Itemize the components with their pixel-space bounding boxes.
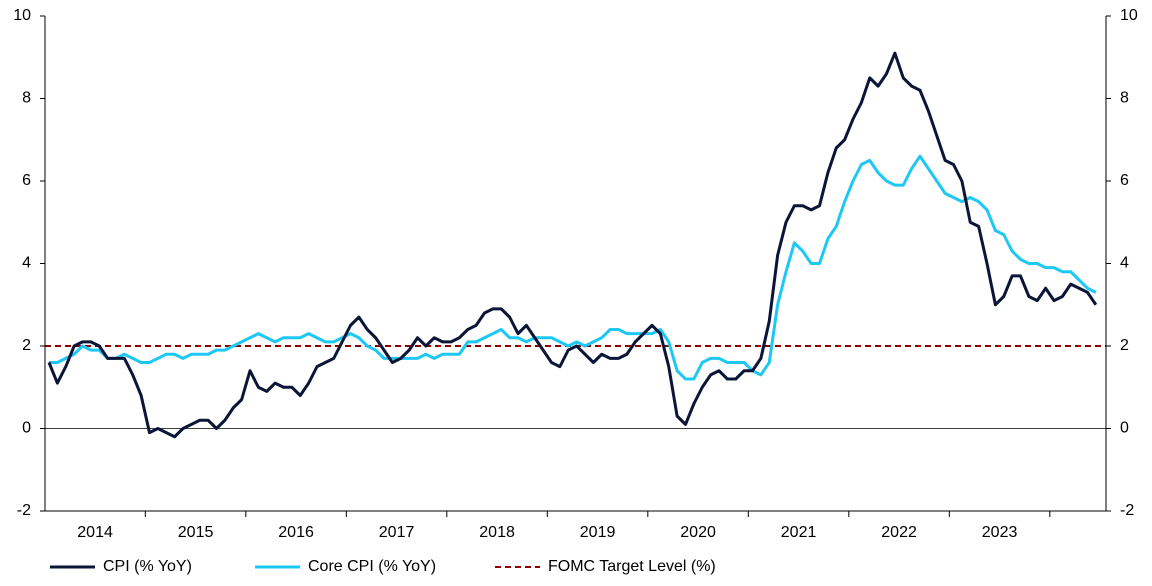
legend-label: Core CPI (% YoY)	[308, 558, 436, 575]
x-tick-label: 2015	[178, 524, 214, 541]
x-tick-label: 2017	[379, 524, 415, 541]
y-tick-label: 4	[22, 255, 31, 272]
y2-tick-label: 2	[1120, 337, 1129, 354]
y2-tick-label: 0	[1120, 420, 1129, 437]
y-tick-label: 10	[13, 7, 31, 24]
y-tick-label: 0	[22, 420, 31, 437]
y-tick-label: 2	[22, 337, 31, 354]
y-tick-label: 8	[22, 90, 31, 107]
y2-tick-label: 10	[1120, 7, 1138, 24]
series-line	[49, 154, 1097, 381]
x-tick-label: 2016	[278, 524, 314, 541]
series-line	[47, 51, 1098, 439]
x-tick-label: 2023	[982, 524, 1018, 541]
x-tick-label: 2020	[680, 524, 716, 541]
x-tick-label: 2022	[881, 524, 917, 541]
y2-tick-label: 8	[1120, 90, 1129, 107]
y2-tick-label: 4	[1120, 255, 1129, 272]
x-tick-label: 2021	[781, 524, 817, 541]
x-tick-label: 2018	[479, 524, 515, 541]
y-tick-label: -2	[17, 502, 31, 519]
x-tick-label: 2014	[77, 524, 113, 541]
legend-label: FOMC Target Level (%)	[548, 558, 716, 575]
y2-tick-label: 6	[1120, 172, 1129, 189]
legend-label: CPI (% YoY)	[103, 558, 192, 575]
x-tick-label: 2019	[580, 524, 616, 541]
y-tick-label: 6	[22, 172, 31, 189]
y2-tick-label: -2	[1120, 502, 1134, 519]
